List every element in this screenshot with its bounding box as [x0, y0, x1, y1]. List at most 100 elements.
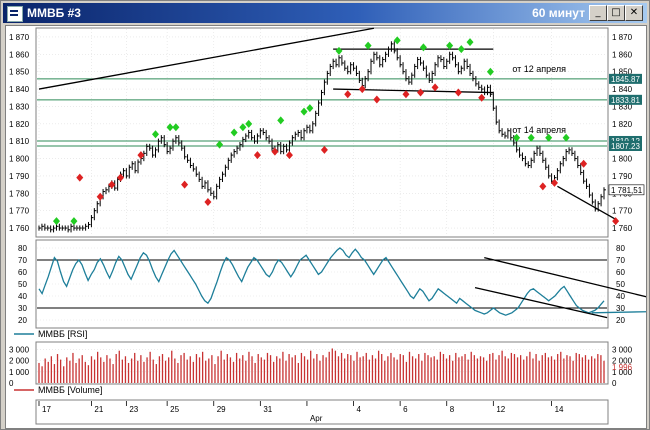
- price-tag: 1845.87: [611, 75, 640, 84]
- price-pane: [35, 27, 609, 238]
- price-tick-left: 1 800: [9, 155, 30, 164]
- rsi-axis: 80 80 70 70 60 60 50 50 40 40 30 30 20 20: [18, 244, 625, 325]
- price-tick-left: 1 870: [9, 33, 30, 42]
- maximize-button[interactable]: □: [607, 5, 625, 21]
- down-signal-marker: [344, 90, 352, 99]
- volume-axis: 3 000 3 000 2 000 2 000 1 000 1 000 0 0 1 996: [9, 346, 633, 388]
- down-signal-marker: [454, 88, 462, 97]
- price-tick-left: 1 770: [9, 207, 30, 216]
- price-tag: 1833.81: [611, 96, 640, 105]
- down-signal-marker: [402, 90, 410, 99]
- down-signal-marker: [76, 173, 84, 182]
- down-signal-marker: [285, 151, 293, 160]
- rsi-trendline: [474, 286, 608, 319]
- volume-tick-left: 3 000: [9, 346, 30, 355]
- down-signal-marker: [108, 180, 116, 189]
- up-signal-marker: [306, 104, 314, 113]
- volume-legend-label: ММВБ [Volume]: [38, 385, 102, 395]
- time-tick-label: Apr: [310, 414, 323, 423]
- rsi-line: [38, 247, 605, 316]
- up-signal-marker: [151, 130, 159, 139]
- down-signal-marker: [253, 151, 261, 160]
- price-tick-right: 1 790: [612, 172, 633, 181]
- rsi-tick-right: 20: [616, 316, 625, 325]
- down-signal-marker: [478, 93, 486, 102]
- up-signal-marker: [419, 43, 427, 52]
- price-axis: 1 870 1 870 1 860 1 860 1 850 1 850 1 840 1 840…: [9, 33, 645, 233]
- up-signal-marker: [245, 119, 253, 128]
- volume-tick-right: 0: [612, 379, 617, 388]
- rsi-trendlines: [474, 256, 646, 319]
- up-signal-marker: [277, 116, 285, 125]
- up-signal-marker: [562, 133, 570, 142]
- time-tick-label: 17: [42, 405, 51, 414]
- price-tag-box: [609, 94, 642, 105]
- time-tick-label: 23: [129, 405, 138, 414]
- rsi-legend-label: ММВБ [RSI]: [38, 329, 87, 339]
- rsi-tick-left: 50: [18, 280, 27, 289]
- timeframe-label: 60 минут: [532, 6, 585, 20]
- down-signal-marker: [373, 95, 381, 104]
- down-signal-marker: [181, 180, 189, 189]
- up-signal-marker: [166, 123, 174, 132]
- price-tick-left: 1 830: [9, 102, 30, 111]
- volume-tick-left: 1 000: [9, 368, 30, 377]
- rsi-series-line: [38, 247, 605, 316]
- price-grid: [37, 29, 607, 234]
- price-tag: 1807.23: [611, 142, 640, 151]
- time-tick-label: 29: [217, 405, 226, 414]
- price-tick-right: 1 770: [612, 207, 633, 216]
- up-signal-marker: [545, 133, 553, 142]
- time-axis-pane: [35, 399, 609, 425]
- up-signal-marker: [457, 45, 465, 54]
- time-tick-label: 8: [450, 405, 455, 414]
- up-signal-marker: [239, 123, 247, 132]
- down-signal-marker: [539, 182, 547, 191]
- price-tick-right: 1 800: [612, 155, 633, 164]
- close-button[interactable]: ✕: [625, 5, 643, 21]
- minimize-button[interactable]: _: [589, 5, 607, 21]
- app-menu-icon[interactable]: [7, 6, 23, 22]
- price-tick-left: 1 790: [9, 172, 30, 181]
- down-signal-marker: [580, 159, 588, 168]
- down-signal-marker: [96, 192, 104, 201]
- price-tick-left: 1 810: [9, 137, 30, 146]
- chart-canvas[interactable]: 1 870 1 870 1 860 1 860 1 850 1 850 1 840 1 840…: [6, 26, 646, 428]
- rsi-tick-left: 80: [18, 244, 27, 253]
- price-trendline: [557, 185, 616, 220]
- time-tick-label: 25: [170, 405, 179, 414]
- up-signal-marker: [364, 41, 372, 50]
- rsi-tick-right: 30: [616, 304, 625, 313]
- up-signal-marker: [172, 123, 180, 132]
- price-tag-box: [609, 140, 642, 151]
- price-tick-right: 1 860: [612, 50, 633, 59]
- rsi-tick-right: 40: [616, 292, 625, 301]
- price-tick-right: 1 830: [612, 102, 633, 111]
- rsi-tick-left: 70: [18, 256, 27, 265]
- rsi-tick-left: 60: [18, 268, 27, 277]
- price-tick-right: 1 870: [612, 33, 633, 42]
- rsi-trendline: [484, 256, 646, 298]
- time-tick-label: 21: [94, 405, 103, 414]
- down-signal-marker: [320, 145, 328, 154]
- volume-tick-right: 2 000: [612, 357, 633, 366]
- title-bar[interactable]: ММВБ #3 60 минут _ □ ✕: [3, 3, 647, 23]
- last-price-box: [608, 184, 645, 196]
- time-tick-label: 14: [555, 405, 564, 414]
- down-signal-marker: [137, 151, 145, 160]
- annotation-april-12: от 12 апреля: [512, 64, 566, 74]
- price-tick-left: 1 850: [9, 68, 30, 77]
- chart-area[interactable]: 1 870 1 870 1 860 1 860 1 850 1 850 1 840 1 840…: [5, 25, 647, 429]
- time-tick-label: 6: [403, 405, 408, 414]
- up-signal-marker: [216, 140, 224, 149]
- rsi-tick-left: 30: [18, 304, 27, 313]
- price-tick-right: 1 820: [612, 120, 633, 129]
- annotation-april-14: от 14 апреля: [512, 125, 566, 135]
- up-signal-marker: [393, 36, 401, 45]
- down-signal-marker: [271, 147, 279, 156]
- price-tick-left: 1 820: [9, 120, 30, 129]
- volume-tick-right: 1 000: [612, 368, 633, 377]
- rsi-levels: [37, 259, 607, 309]
- time-tick-label: 4: [357, 405, 362, 414]
- window-title: ММВБ #3: [27, 6, 81, 20]
